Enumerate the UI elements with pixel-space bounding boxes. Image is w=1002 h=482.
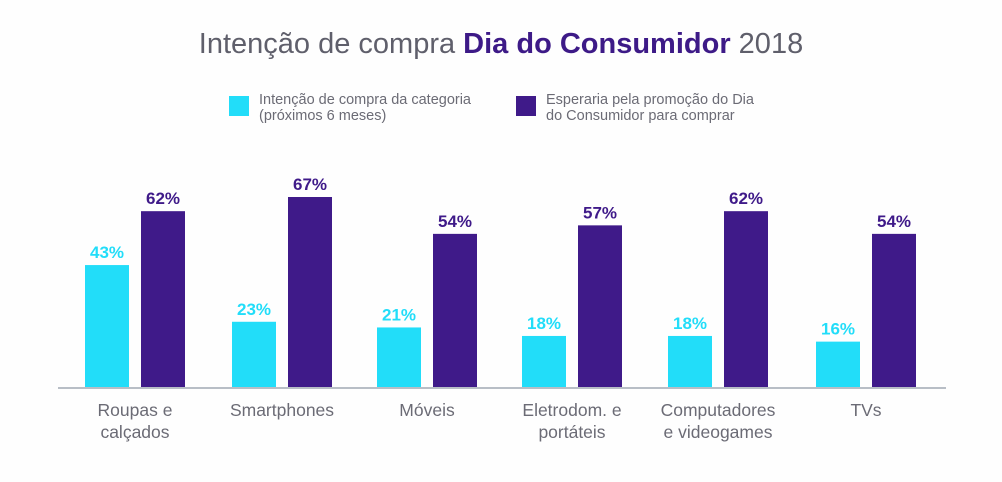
legend-series-b-line2: do Consumidor para comprar [546,108,735,124]
data-label-series-b-1: 67% [293,175,327,194]
legend-swatch-series-a [229,96,249,116]
legend-item-series-b: Esperaria pela promoção do Dia do Consum… [516,92,754,124]
data-label-series-b-3: 57% [583,203,617,222]
legend-swatch-series-b [516,96,536,116]
data-label-series-a-4: 18% [673,314,707,333]
bar-series-a-5 [816,341,860,387]
legend-label-series-a: Intenção de compra da categoria (próximo… [259,92,471,124]
data-label-series-a-2: 21% [382,305,416,324]
data-label-series-b-5: 54% [877,212,911,231]
title-suffix: 2018 [730,28,804,60]
bar-series-a-2 [377,327,421,387]
category-label-4-line1: Computadores [661,400,776,420]
bar-series-a-4 [668,335,712,387]
title-prefix: Intenção de compra [198,28,464,60]
bar-series-a-0 [85,265,129,387]
bar-series-a-3 [522,335,566,387]
category-label-0-line2: calçados [100,422,169,442]
data-label-series-b-2: 54% [438,212,472,231]
category-label-3-line1: Eletrodom. e [522,400,621,420]
data-label-series-b-0: 62% [146,189,180,208]
bar-series-b-5 [872,233,916,387]
bar-series-a-1 [232,321,276,387]
category-label-1-line1: Smartphones [230,400,334,420]
data-label-series-a-1: 23% [237,300,271,319]
legend-series-a-line1: Intenção de compra da categoria [259,92,471,108]
legend-series-b-line1: Esperaria pela promoção do Dia [546,92,754,108]
category-label-2-line1: Móveis [399,400,455,420]
bar-series-b-0 [141,211,185,387]
legend-series-a-line2: (próximos 6 meses) [259,108,387,124]
chart-title: Intenção de compra Dia do Consumidor 201… [0,28,1002,61]
category-label-4-line2: e videogames [664,422,773,442]
bar-series-b-4 [724,211,768,387]
data-label-series-b-4: 62% [729,189,763,208]
data-label-series-a-0: 43% [90,243,124,262]
data-label-series-a-3: 18% [527,314,561,333]
category-label-5-line1: TVs [850,400,881,420]
bar-series-b-3 [578,225,622,387]
data-label-series-a-5: 16% [821,320,855,339]
legend-label-series-b: Esperaria pela promoção do Dia do Consum… [546,92,754,124]
category-label-0-line1: Roupas e [98,400,173,420]
title-highlight: Dia do Consumidor [463,28,731,60]
bar-series-b-2 [433,233,477,387]
category-label-3-line2: portáteis [538,422,605,442]
bar-series-b-1 [288,197,332,387]
legend-item-series-a: Intenção de compra da categoria (próximo… [229,92,471,124]
